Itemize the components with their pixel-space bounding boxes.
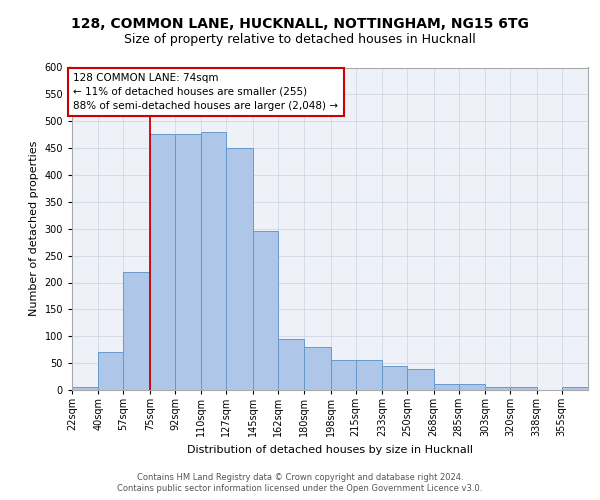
Text: 128 COMMON LANE: 74sqm
← 11% of detached houses are smaller (255)
88% of semi-de: 128 COMMON LANE: 74sqm ← 11% of detached… [73, 73, 338, 111]
Bar [253, 232, 278, 390]
Bar [98, 352, 124, 390]
Bar [562, 388, 588, 390]
Bar [175, 134, 202, 390]
Bar [485, 388, 510, 390]
Bar [124, 272, 150, 390]
Bar [72, 388, 98, 390]
Bar [458, 384, 485, 390]
Bar [331, 360, 356, 390]
Text: Size of property relative to detached houses in Hucknall: Size of property relative to detached ho… [124, 32, 476, 46]
X-axis label: Distribution of detached houses by size in Hucknall: Distribution of detached houses by size … [187, 444, 473, 454]
Text: Contains HM Land Registry data © Crown copyright and database right 2024.: Contains HM Land Registry data © Crown c… [137, 472, 463, 482]
Text: 128, COMMON LANE, HUCKNALL, NOTTINGHAM, NG15 6TG: 128, COMMON LANE, HUCKNALL, NOTTINGHAM, … [71, 18, 529, 32]
Bar [150, 134, 175, 390]
Text: Contains public sector information licensed under the Open Government Licence v3: Contains public sector information licen… [118, 484, 482, 493]
Bar [278, 339, 304, 390]
Bar [382, 366, 407, 390]
Bar [304, 347, 331, 390]
Bar [202, 132, 226, 390]
Bar [407, 368, 434, 390]
Bar [510, 388, 536, 390]
Bar [434, 384, 458, 390]
Bar [226, 148, 253, 390]
Y-axis label: Number of detached properties: Number of detached properties [29, 141, 39, 316]
Bar [356, 360, 382, 390]
